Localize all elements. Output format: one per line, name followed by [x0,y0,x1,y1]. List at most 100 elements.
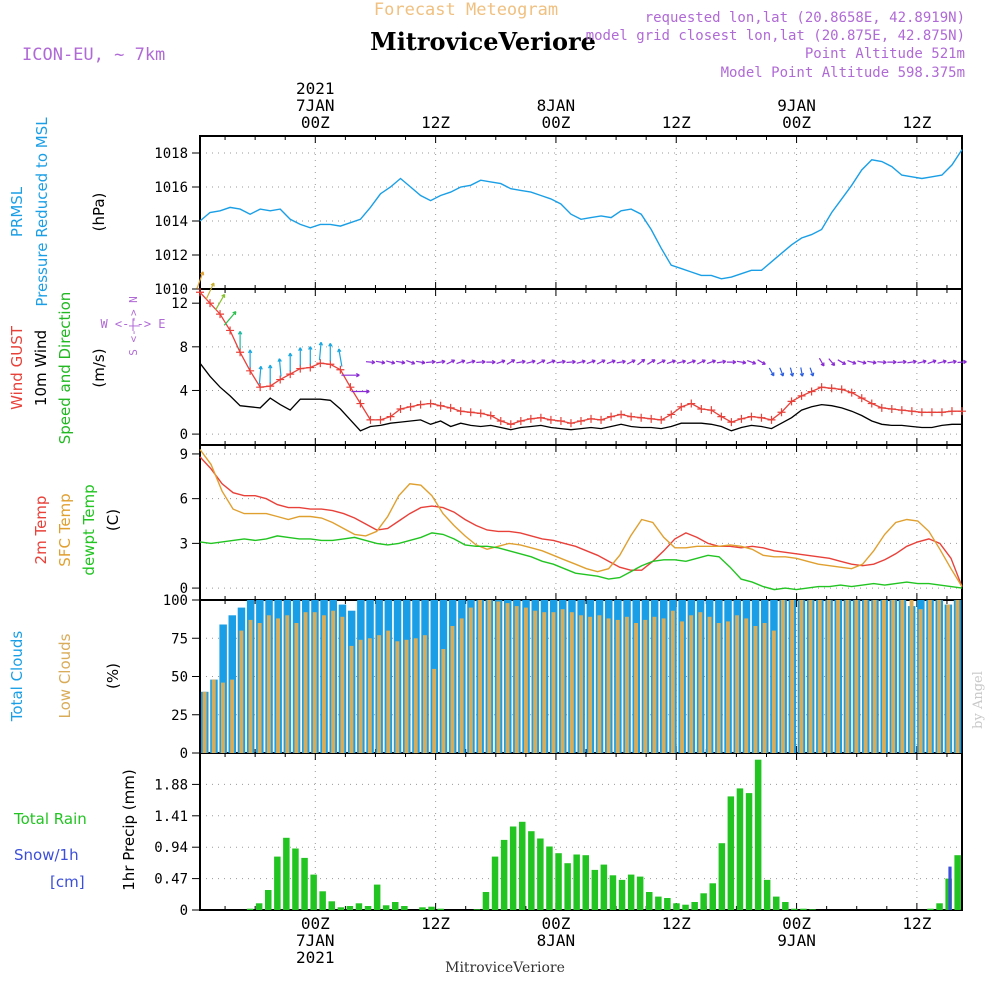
model-label: ICON-EU, ~ 7km [22,45,165,65]
low-cloud-bar [331,610,336,753]
rain-bar [337,907,345,910]
rain-bar [664,898,671,910]
rain-bar [691,902,698,910]
wind-gust-point [426,399,435,408]
wind-direction-arrow [768,367,775,377]
bottom-time-label: 00Z [301,914,330,933]
low-cloud-bar [670,610,675,753]
wind-ytick-label: 0 [180,427,188,443]
low-cloud-bar [790,600,795,753]
wind-direction-arrow [867,360,877,365]
clouds-ytick-label: 50 [171,670,188,686]
low-cloud-bar [882,600,886,753]
wind-direction-arrow [351,389,370,394]
wind-direction-arrow [656,359,666,365]
wind-gust-point [857,394,866,403]
wind-gust-point [566,419,575,428]
bottom-time-label: 7JAN [296,931,335,950]
low-cloud-bar [661,618,666,753]
rain-bar [546,846,553,910]
wind-gust-point [526,414,535,423]
rain-bar [401,906,408,910]
rain-bar [482,892,490,910]
wind-direction-label: Speed and Direction [56,292,74,445]
pressure-labels: PRMSL Pressure Reduced to MSL (hPa) [8,117,108,307]
rain-bar [428,906,435,910]
rain-bar [609,875,617,910]
low-cloud-bar [918,609,923,753]
wind-direction-arrow [917,359,927,364]
rain-bar [555,853,562,910]
wind-10m-label: 10m Wind [32,330,50,406]
rain-bar [500,839,508,910]
low-cloud-bar [230,679,235,753]
wind-direction-arrow [267,364,273,384]
wind-direction-arrow [586,359,596,365]
model-point-altitude: Model Point Altitude 598.375m [721,65,965,81]
wind-direction-arrow [857,360,867,365]
temp-unit-label: (C) [104,509,122,531]
wind-direction-arrow [696,359,706,365]
rain-bar [265,890,272,910]
precip-ytick-label: 0.94 [154,840,188,856]
pressure-ytick-label: 1010 [154,282,188,298]
rain-bar [754,759,762,910]
rain-bar [283,837,290,910]
wind-ytick-label: 4 [180,383,188,399]
compass-horizontal: W <-|-> E [100,317,165,331]
pressure-unit-label: (hPa) [90,193,108,232]
precip-ytick-label: 1.88 [154,777,188,793]
temp-2m-line [199,456,963,587]
temp-2m-label: 2m Temp [32,496,50,565]
rain-bar [727,796,735,910]
low-cloud-bar [542,612,547,753]
wind-direction-arrow [818,357,825,367]
bottom-time-label: 12Z [421,914,450,933]
wind-direction-arrow [415,360,426,365]
wind-gust-point [486,411,495,420]
wind-gust-point [476,409,485,418]
wind-gust-point [667,410,676,419]
temperature-frame [199,444,963,601]
wind-direction-arrow [516,359,526,364]
wind-gust-point [797,391,806,400]
temp-sfc-label: SFC Temp [56,493,74,566]
low-cloud-bar [432,668,437,753]
snow-bars [948,866,952,910]
clouds-unit-label: (%) [104,663,122,689]
low-cloud-bar [707,616,712,753]
wind-gust-point [677,402,686,411]
wind-gust-point [927,408,936,417]
wind-gust-markers [196,288,966,429]
rain-bar [763,879,771,910]
wind-gust-point [236,348,245,357]
low-cloud-bar [891,600,896,753]
low-cloud-bar [303,612,308,753]
temperature-ytick-label: 6 [180,492,188,508]
wind-gust-point [657,415,666,424]
wind-gust-point [446,403,455,412]
rain-bar [310,874,317,910]
low-cloud-bar [845,600,850,753]
wind-direction-arrow [337,348,343,367]
wind-gust-point [807,387,816,396]
low-cloud-bar [716,623,721,753]
rain-bar [255,903,263,910]
wind-ytick-label: 8 [180,340,188,356]
rain-bar [791,908,798,910]
pressure-frame [199,135,963,290]
wind-direction-arrow [809,367,815,377]
low-cloud-bar [643,619,648,753]
rain-bar [709,883,716,910]
cloud-bars [201,600,962,754]
low-cloud-bar [634,623,638,753]
wind-direction-arrow [196,271,205,289]
low-cloud-bar [597,615,602,753]
snow-bar [948,866,952,910]
wind-direction-arrow [877,360,887,365]
rain-bar [537,838,544,910]
rain-bar [927,908,934,910]
temp-dewpt-label: dewpt Temp [80,484,98,575]
low-cloud-bar [551,612,556,753]
top-time-label: 9JAN [777,96,816,115]
